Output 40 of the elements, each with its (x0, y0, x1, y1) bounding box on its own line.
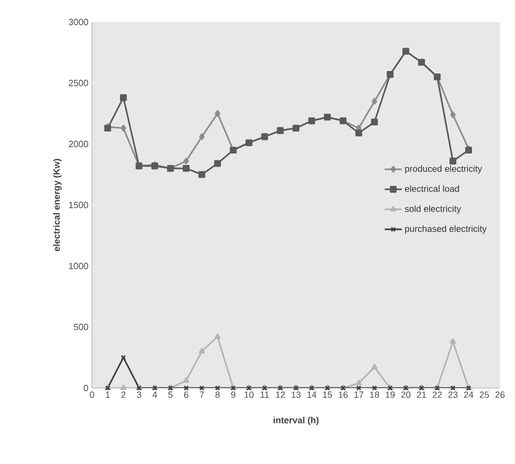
x-axis-title: interval (h) (274, 416, 319, 426)
x-tick-label: 21 (416, 392, 426, 398)
x-tick-label: 18 (370, 392, 380, 398)
x-tick-label: 15 (323, 392, 332, 398)
x-tick-label: 10 (244, 392, 254, 398)
x-tick-label: 1 (106, 392, 110, 398)
x-tick-label: 4 (152, 392, 158, 398)
y-tick-label: 0 (84, 384, 88, 392)
x-tick-label: 7 (200, 392, 204, 398)
x-tick-label: 22 (432, 392, 442, 398)
y-tick-label: 2500 (68, 80, 88, 86)
x-tick-label: 3 (136, 392, 142, 398)
x-tick-label: 25 (480, 392, 489, 398)
x-tick-label: 26 (495, 392, 505, 398)
x-tick-label: 11 (260, 392, 269, 398)
y-tick-label: 500 (74, 324, 88, 330)
x-tick-label: 14 (307, 392, 316, 398)
y-tick-label: 1500 (69, 202, 88, 208)
x-tick-label: 0 (90, 392, 94, 398)
x-tick-label: 9 (231, 392, 236, 398)
x-tick-label: 5 (168, 392, 173, 398)
y-tick-label: 1000 (69, 262, 88, 270)
x-tick-label: 13 (292, 392, 301, 398)
legend-label: electrical load (404, 185, 460, 192)
x-tick-label: 6 (184, 392, 188, 398)
x-tick-label: 20 (401, 392, 410, 398)
x-tick-label: 19 (386, 392, 395, 398)
legend-label: produced electricity (405, 165, 482, 174)
y-tick-label: 3000 (68, 18, 88, 26)
x-tick-label: 17 (354, 392, 364, 398)
legend-label: sold electricity (404, 205, 462, 214)
x-tick-label: 8 (215, 392, 220, 398)
x-tick-label: 12 (276, 392, 285, 398)
x-tick-label: 16 (338, 392, 348, 398)
x-tick-label: 2 (121, 392, 126, 398)
y-axis-title: electrical energy (Kw) (53, 158, 62, 252)
y-tick-label: 2000 (68, 140, 88, 148)
legend-label: purchased electricity (405, 225, 487, 234)
x-tick-label: 23 (448, 392, 458, 398)
x-tick-label: 24 (464, 392, 474, 398)
